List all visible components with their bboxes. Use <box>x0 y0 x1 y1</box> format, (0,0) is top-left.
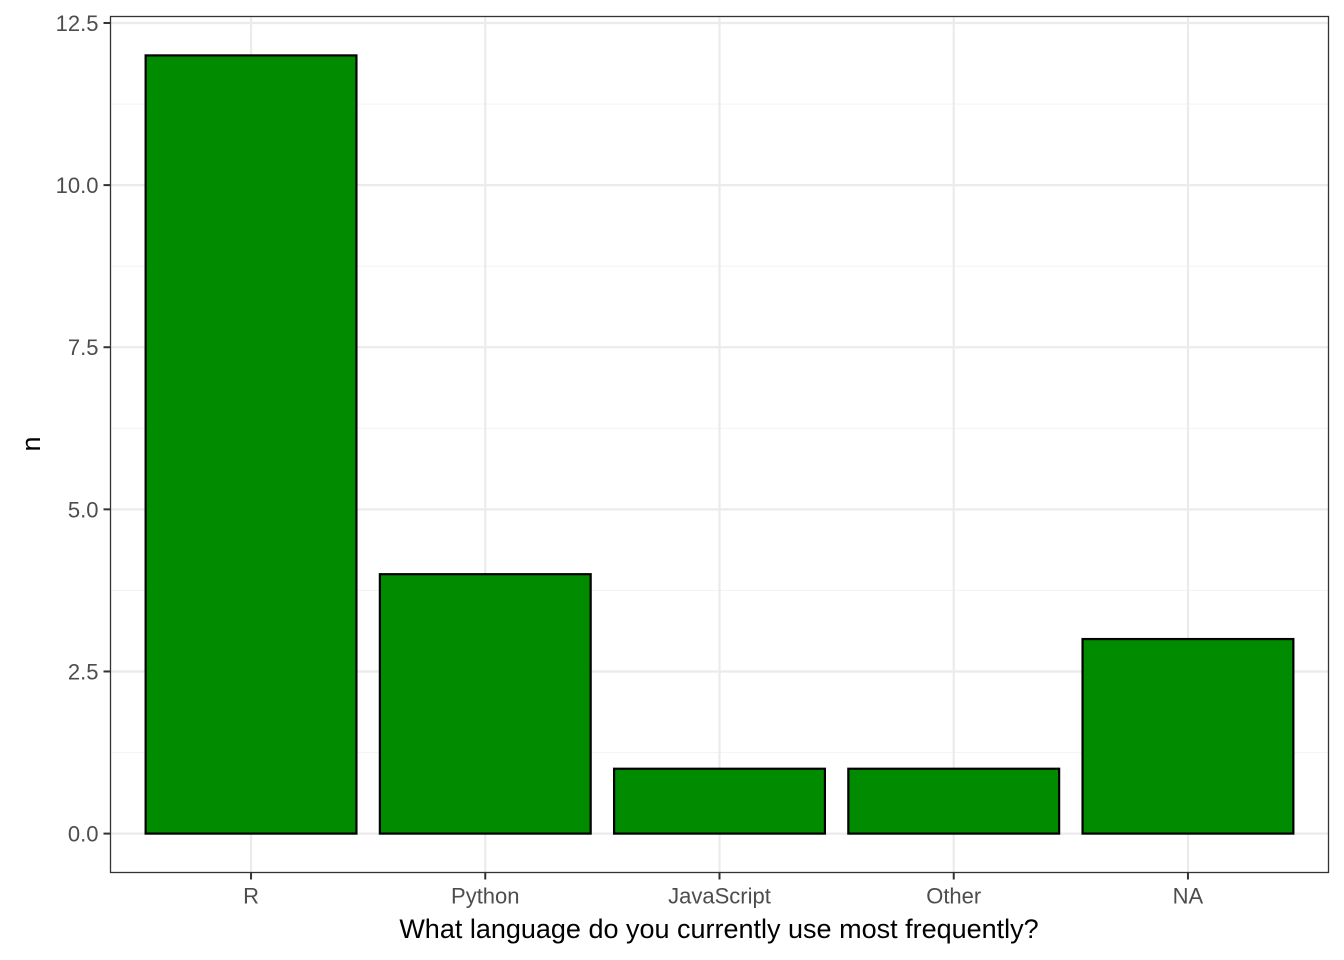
bar-na <box>1081 637 1295 835</box>
bar-python <box>378 573 592 835</box>
x-axis-title: What language do you currently use most … <box>399 914 1038 944</box>
x-tick-label: Python <box>451 884 520 909</box>
y-tick-label: 12.5 <box>56 11 99 36</box>
bar-r <box>144 54 358 835</box>
y-tick-label: 2.5 <box>68 659 99 684</box>
x-tick-label: R <box>243 884 259 909</box>
bars <box>144 54 1295 835</box>
y-axis-title: n <box>16 436 46 451</box>
x-axis: R Python JavaScript Other NA <box>243 872 1204 909</box>
y-tick-label: 7.5 <box>68 335 99 360</box>
bar-javascript <box>612 767 827 835</box>
y-tick-label: 0.0 <box>68 822 99 847</box>
x-tick-label: NA <box>1173 884 1204 909</box>
x-tick-label: JavaScript <box>668 884 771 909</box>
bar-other <box>847 767 1061 835</box>
y-tick-label: 5.0 <box>68 497 99 522</box>
x-tick-label: Other <box>926 884 981 909</box>
y-axis: 0.0 2.5 5.0 7.5 10.0 12.5 <box>56 11 111 847</box>
y-tick-label: 10.0 <box>56 173 99 198</box>
